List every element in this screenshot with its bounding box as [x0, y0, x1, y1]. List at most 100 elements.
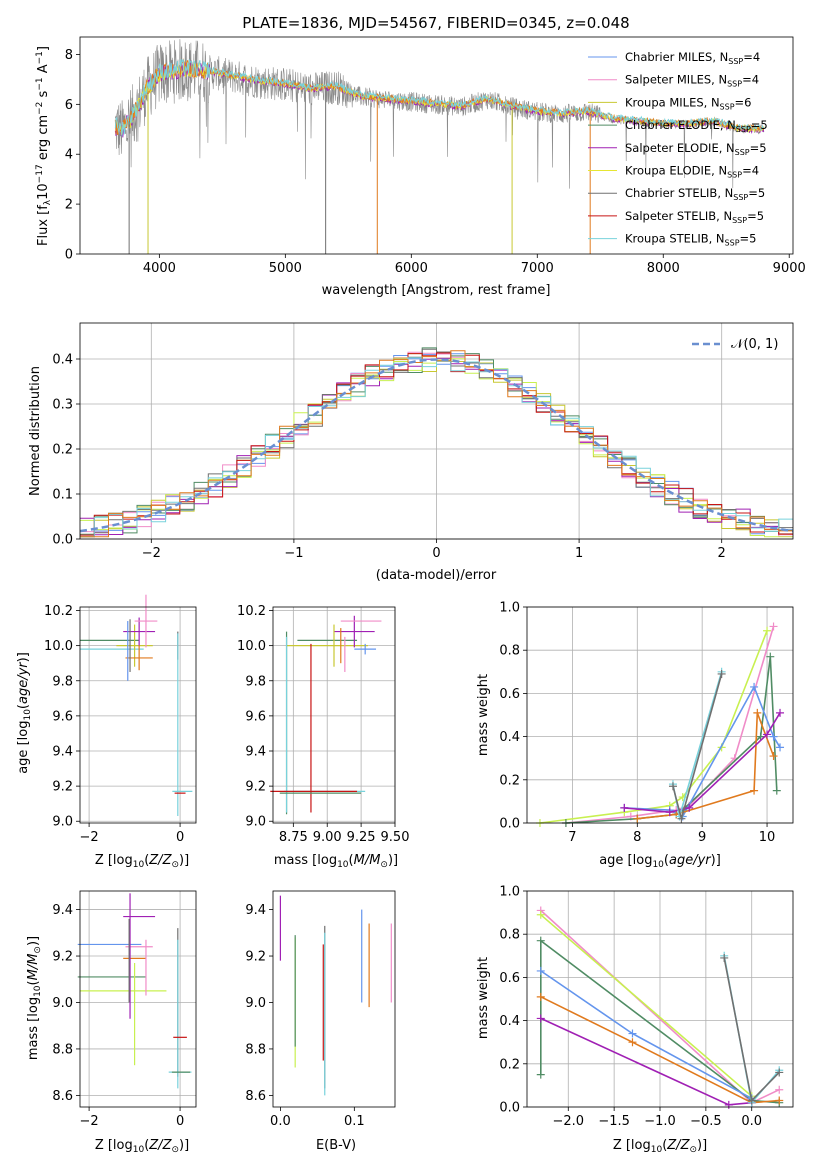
x-tick-label: 8000 — [647, 261, 680, 276]
x-tick-label: −2 — [80, 830, 99, 845]
y-tick-label: 0.4 — [52, 353, 73, 368]
residual-ylabel: Normed distribution — [28, 366, 43, 496]
age-vs-mass-panel: 8.75 9.00 9.25 9.50 9.0 9.2 9.4 9.6 9.8 10.0 10.2 — [237, 604, 409, 845]
y-tick-label: 8.8 — [52, 1042, 73, 1057]
y-tick-label: 8.6 — [245, 1089, 266, 1104]
panel-frame — [272, 606, 396, 824]
legend-value: =5 — [750, 141, 767, 155]
axis-ticks: 0.0 0.1 8.6 8.8 9.0 9.2 9.4 — [245, 903, 364, 1129]
y-tick-label: 8 — [65, 48, 73, 63]
residual-histogram — [80, 352, 793, 536]
weight-line — [540, 914, 753, 1097]
y-tick-label: 0.2 — [499, 1057, 520, 1072]
weight-marker — [677, 814, 686, 823]
weight-marker — [685, 803, 694, 812]
weight-line — [540, 1017, 752, 1106]
y-tick-label: 9.4 — [245, 903, 266, 918]
y-tick-label: 9.4 — [52, 903, 73, 918]
weight-marker — [763, 626, 772, 635]
legend-label: Kroupa STELIB, NSSP=5 — [625, 232, 756, 248]
y-tick-label: 9.6 — [245, 709, 266, 724]
legend-value: =5 — [747, 209, 764, 223]
panel-axes: −2 0 9.0 9.2 9.4 9.6 9.8 10.0 10.2 — [44, 604, 196, 845]
axis-ticks: −2 0 8.6 8.8 9.0 9.2 9.4 — [52, 903, 184, 1129]
y-tick-label: 9.4 — [52, 745, 73, 760]
y-tick-label: 9.0 — [52, 815, 73, 830]
age-mass-xlabel: mass [log10(M/M⊙)] — [274, 853, 398, 870]
x-tick-label: 9000 — [773, 261, 806, 276]
residual-axes: −2 −1 0 1 2 0.0 0.1 0.2 0.3 0.4 — [52, 353, 726, 562]
weight-line — [565, 656, 778, 824]
x-tick-label: 9.50 — [381, 830, 410, 845]
weight-marker — [536, 1014, 545, 1023]
y-tick-label: 9.0 — [52, 996, 73, 1011]
legend-subscript: SSP — [735, 148, 750, 157]
y-tick-label: 1.0 — [499, 885, 520, 900]
y-tick-label: 0.0 — [499, 817, 520, 832]
weight-marker — [775, 1085, 784, 1094]
residual-panel: −2 −1 0 1 2 0.0 0.1 0.2 0.3 0.4 (data-model)/erro… — [28, 322, 794, 583]
spectrum-plot-area — [114, 39, 765, 254]
wage-ylabel: mass weight — [476, 674, 491, 756]
mass-vs-ebv-panel: 0.0 0.1 8.6 8.8 9.0 9.2 9.4 — [245, 890, 396, 1129]
x-tick-label: 9.00 — [313, 830, 342, 845]
x-tick-label: −1.0 — [644, 1114, 676, 1129]
weight-marker — [750, 786, 759, 795]
legend-label: Chabrier STELIB, NSSP=5 — [625, 186, 765, 202]
spectrum-title: PLATE=1836, MJD=54567, FIBERID=0345, z=0… — [242, 14, 629, 32]
y-tick-label: 10.0 — [237, 639, 266, 654]
weight-marker — [628, 1038, 637, 1047]
y-tick-label: 0.8 — [499, 644, 520, 659]
y-tick-label: 8.8 — [245, 1042, 266, 1057]
weight-marker — [536, 992, 545, 1001]
y-tick-label: 10.2 — [44, 604, 73, 619]
legend-value: =4 — [742, 73, 759, 87]
spectrum-frame — [79, 36, 794, 255]
weight-marker — [772, 786, 781, 795]
legend-label: Salpeter ELODIE, NSSP=5 — [625, 141, 767, 157]
x-tick-label: −2 — [80, 1114, 99, 1129]
grid-group — [80, 891, 196, 1107]
spectrum-legend: Chabrier MILES, NSSP=4 Salpeter MILES, NS… — [588, 50, 768, 248]
legend-label: Kroupa MILES, NSSP=6 — [625, 95, 751, 111]
mass-ebv-xlabel: E(B-V) — [316, 1138, 356, 1153]
spectrum-axes: 4000 5000 6000 7000 8000 9000 0 2 4 6 8 — [65, 48, 806, 276]
y-tick-label: 9.2 — [52, 780, 73, 795]
y-tick-label: 0.1 — [52, 488, 73, 503]
y-tick-label: 9.2 — [245, 780, 266, 795]
mass-z-ylabel: mass [log10(M/M⊙)] — [26, 936, 43, 1060]
weight-marker — [775, 1068, 784, 1077]
panel-plot — [80, 594, 193, 816]
age-z-xlabel: Z [log10(Z/Z⊙)] — [95, 853, 189, 870]
y-tick-label: 10.2 — [237, 604, 266, 619]
panel-frame — [79, 890, 197, 1108]
y-tick-label: 0.6 — [499, 687, 520, 702]
weight-marker — [717, 669, 726, 678]
y-tick-label: 4 — [65, 148, 73, 163]
panel-plot — [535, 622, 785, 827]
panel-frame — [272, 890, 396, 1108]
x-tick-label: 9.25 — [347, 830, 376, 845]
weight-marker — [747, 1096, 756, 1105]
x-tick-label: −2.0 — [552, 1114, 584, 1129]
wage-xlabel: age [log10(age/yr)] — [599, 853, 721, 870]
weight-marker — [775, 1096, 784, 1105]
weight-marker — [536, 936, 545, 945]
legend-subscript: SSP — [727, 80, 742, 89]
legend-value: =5 — [751, 118, 768, 132]
panel-axes: −2 0 8.6 8.8 9.0 9.2 9.4 — [52, 891, 196, 1129]
y-tick-label: 6 — [65, 98, 73, 113]
spectrum-panel: PLATE=1836, MJD=54567, FIBERID=0345, z=0… — [35, 14, 806, 298]
x-tick-label: −0.5 — [690, 1114, 722, 1129]
x-tick-label: 10 — [759, 830, 776, 845]
weight-marker — [665, 808, 674, 817]
legend-label: Chabrier MILES, NSSP=4 — [625, 50, 760, 66]
x-tick-label: 0 — [176, 1114, 184, 1129]
panel-frame — [526, 606, 794, 824]
residual-xlabel: (data-model)/error — [376, 568, 497, 583]
panel-frame — [79, 606, 197, 824]
age-vs-z-panel: −2 0 9.0 9.2 9.4 9.6 9.8 10.0 10.2 — [44, 594, 197, 845]
x-tick-label: 5000 — [269, 261, 302, 276]
x-tick-label: 2 — [718, 546, 726, 561]
